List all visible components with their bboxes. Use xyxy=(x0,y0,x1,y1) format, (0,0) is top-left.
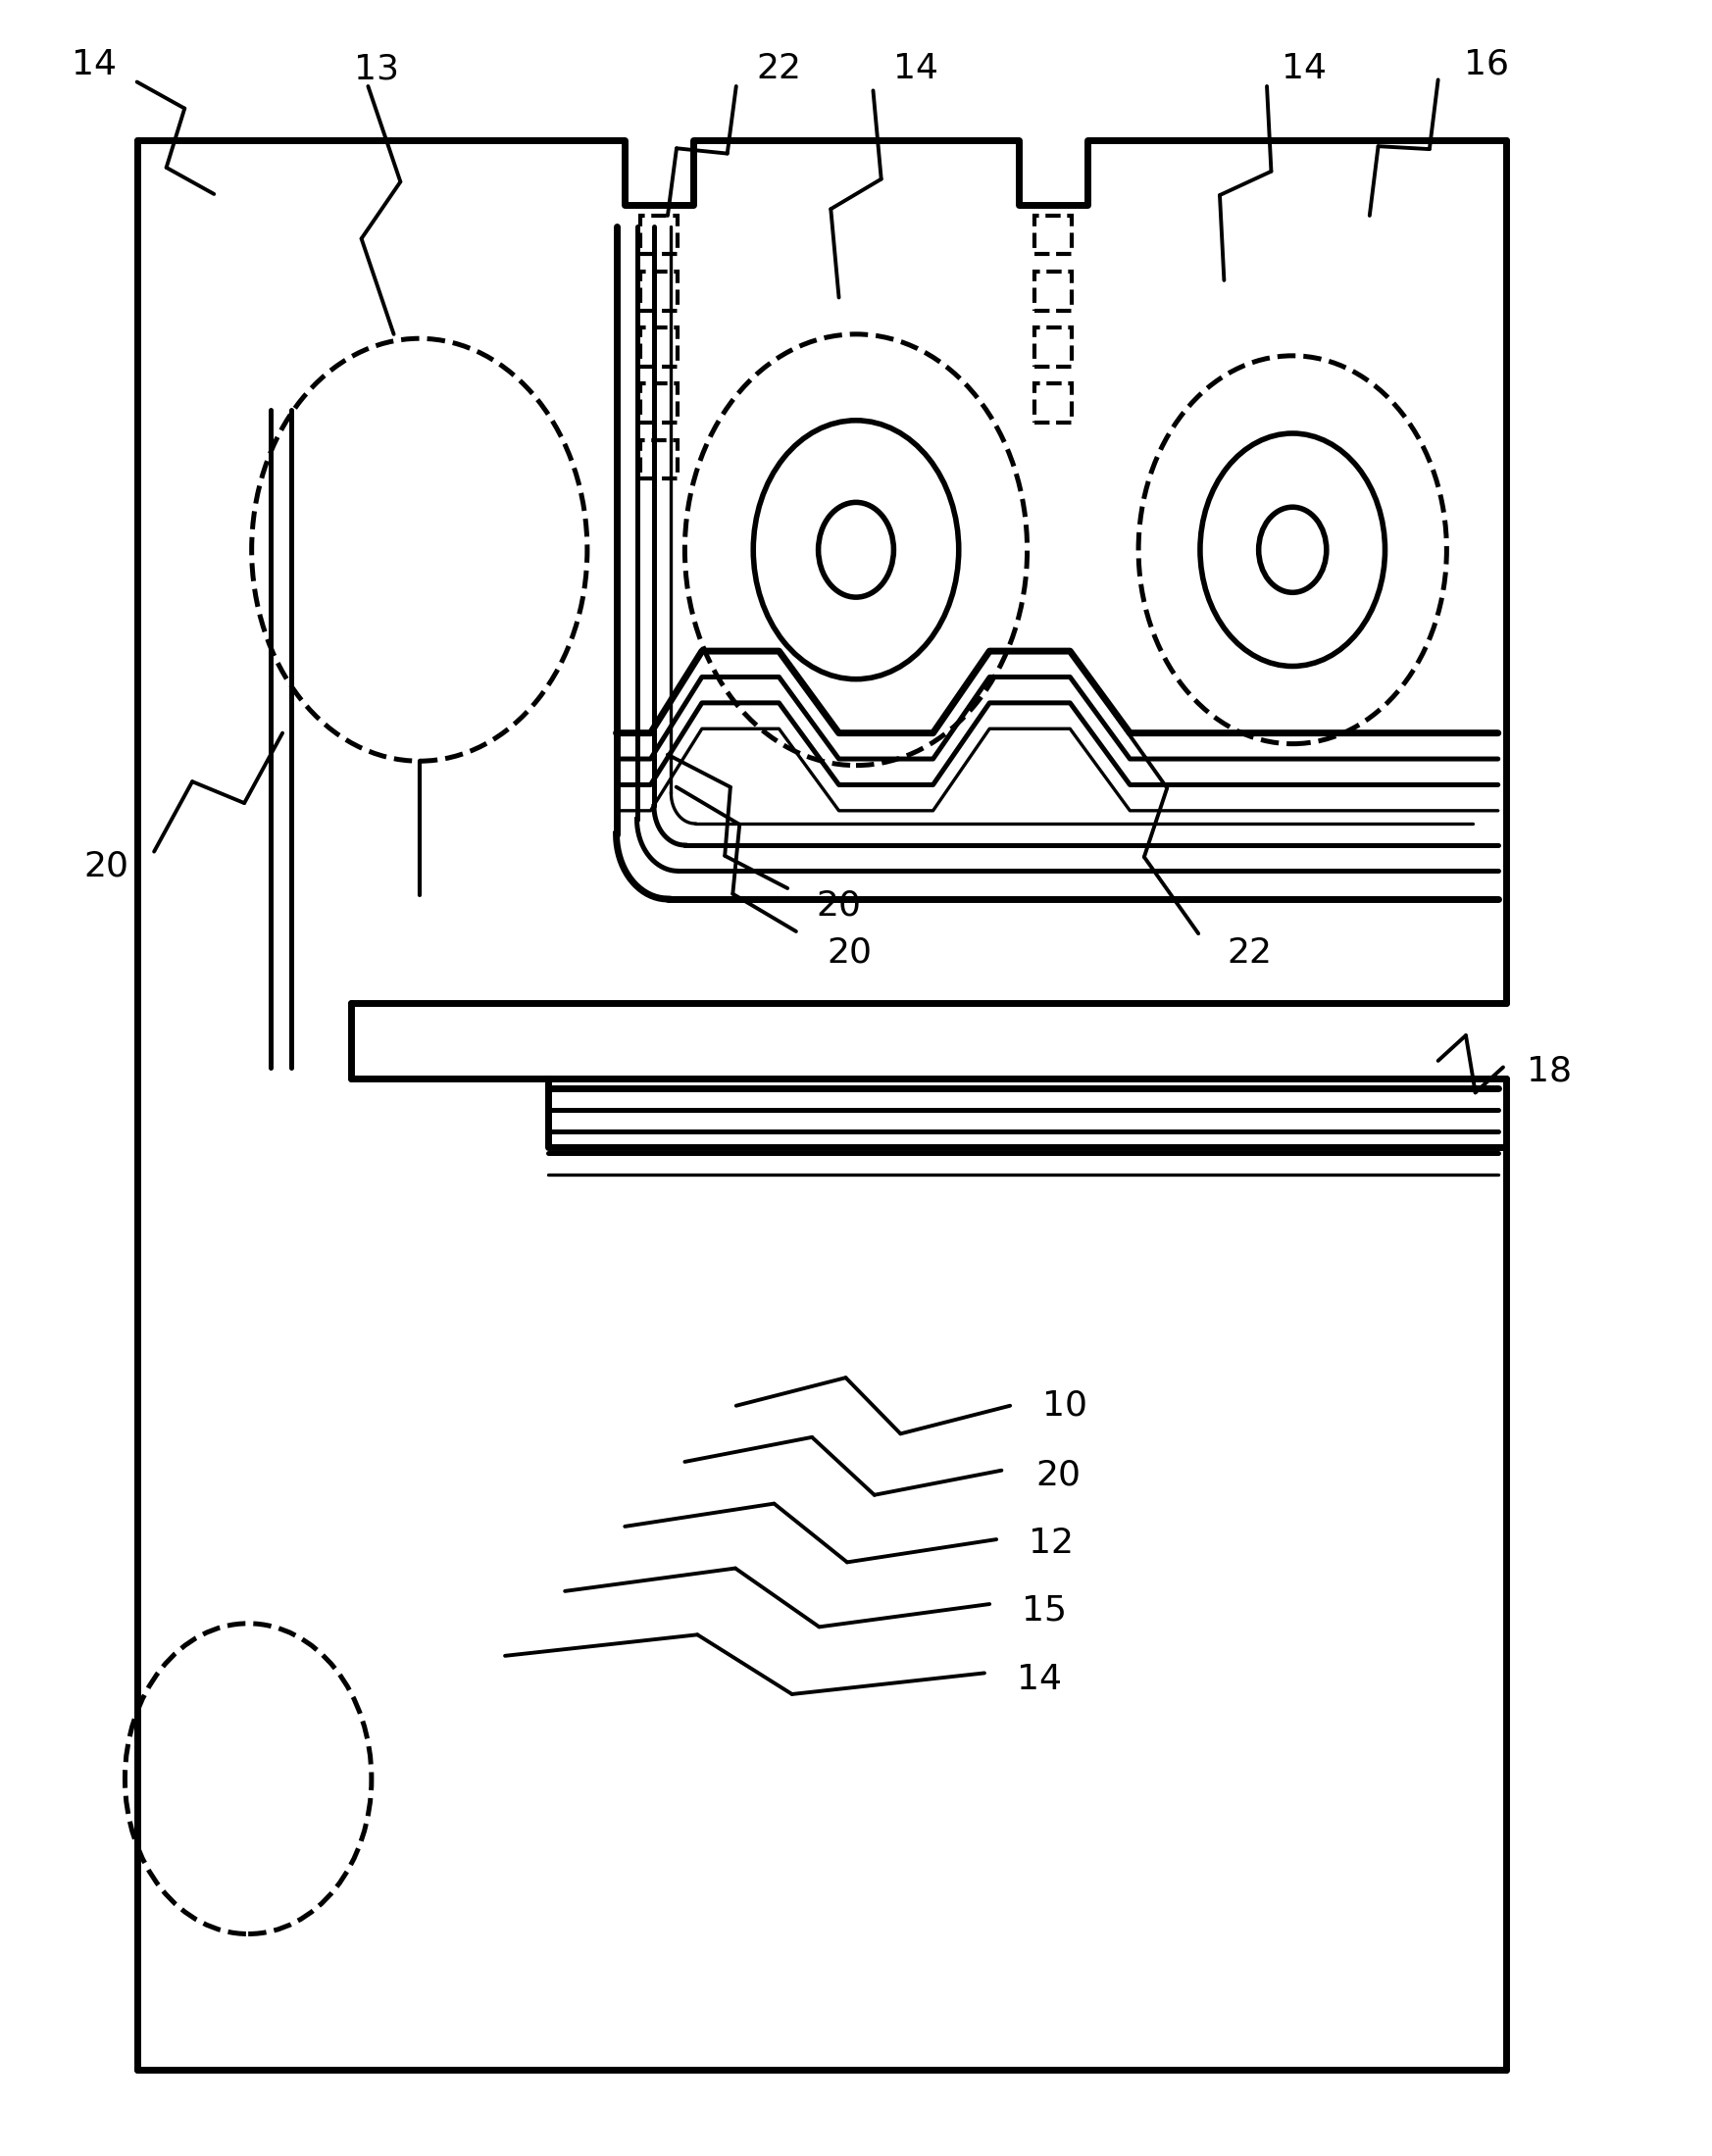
Bar xyxy=(640,272,678,310)
Text: 22: 22 xyxy=(1228,936,1272,970)
Bar xyxy=(1034,384,1072,423)
Text: 14: 14 xyxy=(72,47,116,82)
Text: 13: 13 xyxy=(354,52,399,86)
Bar xyxy=(640,384,678,423)
Bar xyxy=(640,440,678,479)
Text: 12: 12 xyxy=(1029,1526,1073,1561)
Bar xyxy=(1034,328,1072,367)
Text: 14: 14 xyxy=(1282,52,1327,86)
Text: 20: 20 xyxy=(84,849,128,884)
Text: 20: 20 xyxy=(817,888,861,923)
Bar xyxy=(1034,216,1072,254)
Bar xyxy=(1034,272,1072,310)
Bar xyxy=(640,216,678,254)
Text: 15: 15 xyxy=(1022,1593,1067,1628)
Text: 10: 10 xyxy=(1043,1388,1087,1423)
Text: 22: 22 xyxy=(757,52,801,86)
Text: 16: 16 xyxy=(1464,47,1508,82)
Text: 18: 18 xyxy=(1527,1054,1572,1089)
Text: 20: 20 xyxy=(827,936,871,970)
Bar xyxy=(640,328,678,367)
Text: 20: 20 xyxy=(1036,1457,1080,1492)
Text: 14: 14 xyxy=(1017,1662,1061,1697)
Text: 14: 14 xyxy=(894,52,938,86)
